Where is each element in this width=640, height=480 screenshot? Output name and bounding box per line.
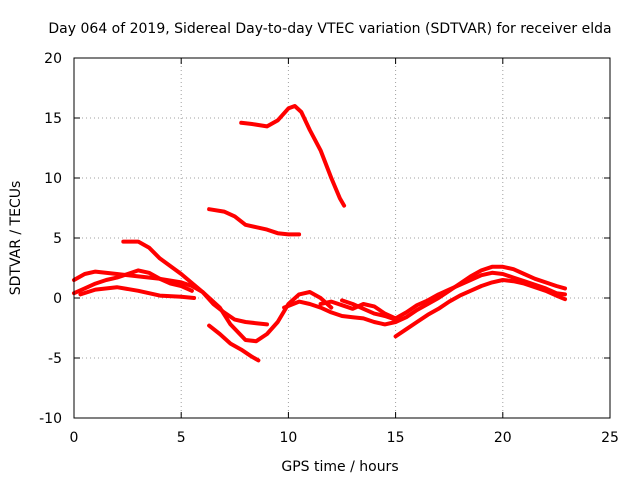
series-line-arc-8: [282, 264, 567, 327]
x-tick-label: 20: [494, 430, 512, 446]
series-line-arc-9: [318, 270, 567, 321]
x-tick-label: 15: [387, 430, 405, 446]
y-tick-label: 20: [44, 51, 62, 67]
series-line-arc-2: [207, 207, 302, 237]
y-tick-label: 10: [44, 171, 62, 187]
series-group: [72, 104, 567, 363]
y-tick-label: -10: [39, 411, 62, 427]
y-tick-label: -5: [48, 351, 62, 367]
ticks: 0 5 10 15 20 25 -10 -5 0 5 10 15 20: [39, 51, 619, 446]
x-tick-label: 25: [601, 430, 619, 446]
x-tick-label: 0: [70, 430, 79, 446]
series-line-arc-4: [207, 323, 261, 363]
x-tick-label: 5: [177, 430, 186, 446]
series-line-arc-1: [239, 104, 347, 208]
grid: [74, 58, 610, 418]
series-line-arc-3: [121, 239, 334, 344]
y-tick-label: 0: [53, 291, 62, 307]
y-tick-label: 15: [44, 111, 62, 127]
series-line-arc-7: [78, 285, 197, 300]
y-tick-label: 5: [53, 231, 62, 247]
y-axis-label: SDTVAR / TECUs: [8, 181, 24, 296]
x-axis-label: GPS time / hours: [281, 459, 398, 475]
series-line-arc-10: [393, 278, 567, 339]
series-line-arc-11: [340, 298, 398, 322]
chart-title: Day 064 of 2019, Sidereal Day-to-day VTE…: [48, 21, 611, 37]
series-line-arc-6: [72, 268, 194, 296]
x-tick-label: 10: [279, 430, 297, 446]
series-line-arc-5: [72, 269, 269, 327]
